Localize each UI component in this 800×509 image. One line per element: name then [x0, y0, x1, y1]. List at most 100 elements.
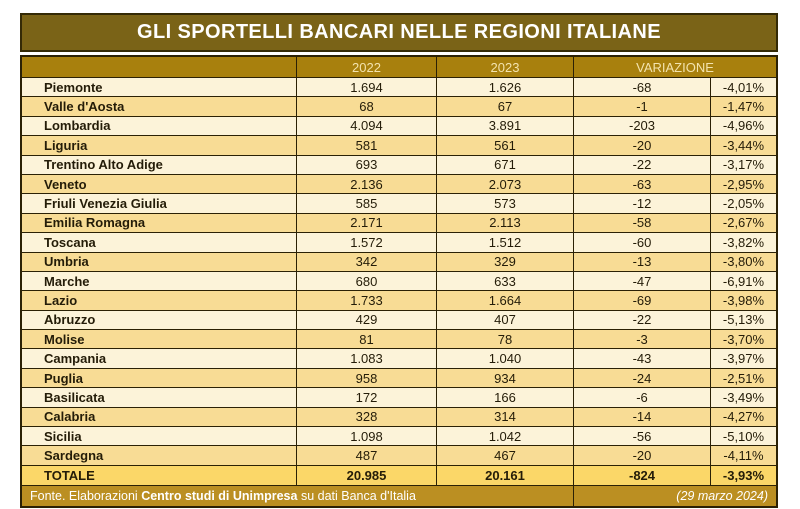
variation-pct: -3,82% — [710, 233, 776, 252]
region-name: Piemonte — [44, 79, 103, 95]
variation-pct: -3,44% — [710, 136, 776, 155]
value-2022: 487 — [296, 446, 436, 465]
value-2022: 1.572 — [296, 233, 436, 252]
value-2023: 407 — [436, 310, 573, 330]
table-row: Basilicata 172 166 -6 -3,49% — [22, 387, 776, 407]
region-name: Veneto — [44, 176, 87, 192]
header-variazione: VARIAZIONE — [573, 57, 776, 77]
value-2023: 573 — [436, 194, 573, 213]
variation-abs: -20 — [573, 446, 710, 465]
region-name: Umbria — [44, 254, 89, 270]
column-header-row: 2022 2023 VARIAZIONE — [22, 57, 776, 77]
value-2023: 934 — [436, 368, 573, 388]
variation-abs: -24 — [573, 368, 710, 388]
source-note: Fonte. Elaborazioni Centro studi di Unim… — [22, 489, 573, 503]
region-name: Trentino Alto Adige — [44, 157, 163, 173]
region-name: Abruzzo — [44, 312, 96, 328]
variation-abs: -13 — [573, 252, 710, 271]
table-row: Trentino Alto Adige 693 671 -22 -3,17% — [22, 154, 776, 174]
variation-pct: -5,10% — [710, 427, 776, 446]
region-name: Lazio — [44, 292, 78, 308]
table-row: Sicilia 1.098 1.042 -56 -5,10% — [22, 426, 776, 446]
table-row: Liguria 581 561 -20 -3,44% — [22, 135, 776, 155]
value-2022: 429 — [296, 310, 436, 330]
variation-abs: -69 — [573, 291, 710, 310]
variation-pct: -3,97% — [710, 349, 776, 368]
header-2023: 2023 — [436, 57, 573, 77]
table-row: Emilia Romagna 2.171 2.113 -58 -2,67% — [22, 212, 776, 233]
variation-abs: -60 — [573, 233, 710, 252]
variation-abs: -12 — [573, 194, 710, 213]
total-row: TOTALE 20.985 20.161 -824 -3,93% — [22, 464, 776, 485]
value-2023: 166 — [436, 388, 573, 407]
value-2022: 1.733 — [296, 291, 436, 310]
data-table: 2022 2023 VARIAZIONE Piemonte 1.694 1.62… — [20, 55, 778, 508]
value-2023: 633 — [436, 271, 573, 291]
variation-abs: -56 — [573, 427, 710, 446]
variation-pct: -2,95% — [710, 174, 776, 194]
region-name: Lombardia — [44, 118, 111, 134]
value-2022: 1.083 — [296, 349, 436, 368]
variation-pct: -3,70% — [710, 330, 776, 349]
table-row: Sardegna 487 467 -20 -4,11% — [22, 445, 776, 465]
variation-pct: -3,17% — [710, 155, 776, 174]
source-footer: Fonte. Elaborazioni Centro studi di Unim… — [22, 484, 776, 506]
value-2023: 561 — [436, 136, 573, 155]
region-name: Friuli Venezia Giulia — [44, 196, 167, 212]
variation-abs: -22 — [573, 155, 710, 174]
region-name: Basilicata — [44, 389, 105, 405]
variation-pct: -3,49% — [710, 388, 776, 407]
table-row: Calabria 328 314 -14 -4,27% — [22, 406, 776, 427]
total-variation-pct: -3,93% — [710, 465, 776, 485]
value-2023: 329 — [436, 252, 573, 271]
value-2022: 1.098 — [296, 427, 436, 446]
variation-pct: -2,67% — [710, 213, 776, 233]
value-2022: 585 — [296, 194, 436, 213]
value-2022: 2.136 — [296, 174, 436, 194]
table-row: Friuli Venezia Giulia 585 573 -12 -2,05% — [22, 193, 776, 213]
total-2023: 20.161 — [436, 465, 573, 485]
region-name: Liguria — [44, 137, 88, 153]
table-row: Piemonte 1.694 1.626 -68 -4,01% — [22, 77, 776, 97]
value-2023: 1.512 — [436, 233, 573, 252]
variation-abs: -3 — [573, 330, 710, 349]
variation-abs: -47 — [573, 271, 710, 291]
source-suffix: su dati Banca d'Italia — [297, 488, 416, 503]
value-2023: 1.664 — [436, 291, 573, 310]
region-name: Toscana — [44, 234, 96, 250]
table-row: Veneto 2.136 2.073 -63 -2,95% — [22, 173, 776, 194]
value-2022: 693 — [296, 155, 436, 174]
variation-pct: -4,11% — [710, 446, 776, 465]
variation-abs: -14 — [573, 407, 710, 427]
variation-pct: -3,98% — [710, 291, 776, 310]
variation-pct: -4,27% — [710, 407, 776, 427]
table-row: Puglia 958 934 -24 -2,51% — [22, 367, 776, 388]
table-row: Lazio 1.733 1.664 -69 -3,98% — [22, 290, 776, 310]
value-2022: 1.694 — [296, 78, 436, 97]
value-2023: 1.626 — [436, 78, 573, 97]
date-note: (29 marzo 2024) — [573, 485, 776, 506]
variation-pct: -4,96% — [710, 116, 776, 136]
value-2022: 172 — [296, 388, 436, 407]
table-row: Valle d'Aosta 68 67 -1 -1,47% — [22, 96, 776, 116]
source-prefix: Fonte. Elaborazioni — [30, 488, 142, 503]
variation-abs: -63 — [573, 174, 710, 194]
total-variation-abs: -824 — [573, 465, 710, 485]
variation-abs: -68 — [573, 78, 710, 97]
value-2022: 4.094 — [296, 116, 436, 136]
table-row: Molise 81 78 -3 -3,70% — [22, 329, 776, 349]
table-row: Toscana 1.572 1.512 -60 -3,82% — [22, 232, 776, 252]
variation-pct: -2,51% — [710, 368, 776, 388]
variation-abs: -43 — [573, 349, 710, 368]
value-2023: 2.113 — [436, 213, 573, 233]
value-2022: 68 — [296, 97, 436, 116]
value-2023: 467 — [436, 446, 573, 465]
value-2022: 342 — [296, 252, 436, 271]
region-name: Calabria — [44, 409, 96, 425]
value-2022: 680 — [296, 271, 436, 291]
value-2022: 2.171 — [296, 213, 436, 233]
table-title-bar: GLI SPORTELLI BANCARI NELLE REGIONI ITAL… — [20, 13, 778, 52]
value-2022: 81 — [296, 330, 436, 349]
region-name: Campania — [44, 351, 107, 367]
variation-abs: -22 — [573, 310, 710, 330]
